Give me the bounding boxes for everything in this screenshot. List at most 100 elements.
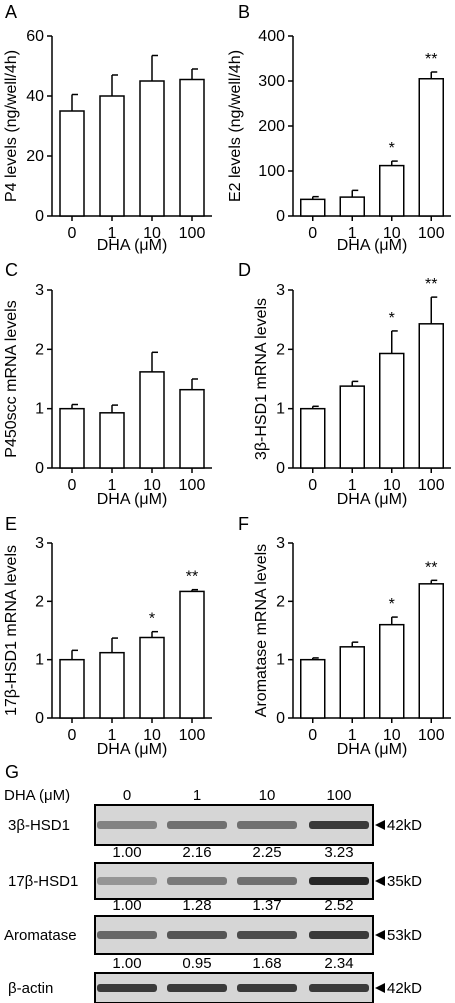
y-tick-label: 1 bbox=[35, 652, 44, 669]
x-axis-label: DHA (μM) bbox=[97, 491, 168, 508]
molecular-weight-label: 35kD bbox=[387, 873, 422, 890]
bar bbox=[300, 198, 326, 217]
bar bbox=[339, 646, 365, 719]
blot-band bbox=[309, 821, 369, 829]
panel-c: C 0 1 2 3 0 1 10 100 DHA (μM) P450scc mRNA levels bbox=[3, 260, 212, 508]
dose-label: 100 bbox=[326, 787, 351, 804]
band-ratio: 1.00 bbox=[112, 897, 141, 914]
panel-f: F 0 1 2 3 0 1 * 10 ** 100 DHA (μM) Aromatase mRNA le… bbox=[238, 514, 451, 758]
blot-band bbox=[167, 984, 227, 992]
band-ratio: 1.28 bbox=[182, 897, 211, 914]
y-tick-label: 100 bbox=[258, 163, 285, 180]
panel-letter: B bbox=[238, 2, 250, 22]
blot-band bbox=[237, 931, 297, 939]
band-ratio: 1.68 bbox=[252, 955, 281, 972]
band-ratio: 1.00 bbox=[112, 955, 141, 972]
x-axis-label: DHA (μM) bbox=[97, 237, 168, 254]
x-tick-label: 100 bbox=[179, 727, 206, 744]
significance-marker: ** bbox=[186, 569, 198, 586]
bar bbox=[139, 80, 165, 217]
protein-label: Aromatase bbox=[4, 927, 77, 944]
bar bbox=[339, 196, 365, 217]
band-ratio: 0.95 bbox=[182, 955, 211, 972]
panel-g-blot: G DHA (μM) 0 1 10 100 3β-HSD1 42kD 17β-HSD1 35kD A… bbox=[4, 762, 422, 1003]
bar bbox=[339, 385, 365, 469]
panel-letter: F bbox=[238, 514, 249, 534]
band-ratio: 1.37 bbox=[252, 897, 281, 914]
bar bbox=[418, 323, 444, 469]
significance-marker: * bbox=[389, 310, 395, 327]
band-ratio: 2.34 bbox=[324, 955, 353, 972]
y-tick-label: 300 bbox=[258, 73, 285, 90]
x-tick-label: 10 bbox=[383, 727, 401, 744]
blot-band bbox=[167, 931, 227, 939]
panel-d: D 0 1 2 3 0 1 * 10 ** 100 DHA (μM) 3β-HSD1 mRNA leve… bbox=[238, 260, 451, 508]
y-tick-label: 2 bbox=[276, 593, 285, 610]
y-tick-label: 200 bbox=[258, 118, 285, 135]
x-axis-label: DHA (μM) bbox=[337, 237, 408, 254]
y-axis-label: P450scc mRNA levels bbox=[3, 300, 20, 457]
y-tick-label: 3 bbox=[276, 535, 285, 552]
band-ratio: 3.23 bbox=[324, 844, 353, 861]
blot-row: β-actin 42kD bbox=[8, 972, 422, 1003]
significance-marker: ** bbox=[425, 559, 437, 576]
x-tick-label: 100 bbox=[179, 477, 206, 494]
x-tick-label: 1 bbox=[108, 225, 117, 242]
blot-row: Aromatase 53kD bbox=[4, 915, 422, 955]
dha-header-label: DHA (μM) bbox=[4, 787, 70, 804]
blot-band bbox=[167, 877, 227, 885]
x-tick-label: 10 bbox=[383, 477, 401, 494]
bar bbox=[379, 352, 405, 469]
y-tick-label: 20 bbox=[26, 148, 44, 165]
blot-band bbox=[97, 877, 157, 885]
y-axis-label: E2 levels (ng/well/4h) bbox=[227, 50, 244, 202]
panel-letter: G bbox=[5, 762, 19, 782]
y-tick-label: 60 bbox=[26, 28, 44, 45]
bar bbox=[99, 95, 125, 217]
y-tick-label: 1 bbox=[276, 401, 285, 418]
blot-band bbox=[97, 984, 157, 992]
blot-band bbox=[237, 984, 297, 992]
blot-band bbox=[237, 821, 297, 829]
x-tick-label: 0 bbox=[68, 225, 77, 242]
dose-label: 0 bbox=[123, 787, 131, 804]
x-tick-label: 10 bbox=[143, 477, 161, 494]
x-tick-label: 1 bbox=[348, 477, 357, 494]
x-tick-label: 0 bbox=[308, 225, 317, 242]
x-axis-label: DHA (μM) bbox=[337, 491, 408, 508]
molecular-weight-label: 53kD bbox=[387, 927, 422, 944]
y-axis-label: P4 levels (ng/well/4h) bbox=[3, 50, 20, 202]
bar bbox=[139, 371, 165, 469]
y-axis-label: 3β-HSD1 mRNA levels bbox=[253, 298, 270, 460]
y-tick-label: 1 bbox=[276, 652, 285, 669]
bar bbox=[379, 164, 405, 217]
x-tick-label: 10 bbox=[383, 225, 401, 242]
band-ratio: 2.16 bbox=[182, 844, 211, 861]
y-axis-label: 17β-HSD1 mRNA levels bbox=[3, 545, 20, 716]
x-axis-label: DHA (μM) bbox=[337, 741, 408, 758]
y-tick-label: 400 bbox=[258, 28, 285, 45]
blot-band bbox=[309, 877, 369, 885]
x-tick-label: 0 bbox=[68, 477, 77, 494]
molecular-weight-label: 42kD bbox=[387, 980, 422, 997]
band-ratio: 2.52 bbox=[324, 897, 353, 914]
bar bbox=[59, 110, 85, 217]
significance-marker: ** bbox=[425, 51, 437, 68]
bar bbox=[139, 636, 165, 719]
panel-letter: D bbox=[238, 260, 251, 280]
bar bbox=[59, 658, 85, 719]
protein-label: β-actin bbox=[8, 980, 53, 997]
significance-marker: * bbox=[149, 611, 155, 628]
blot-band bbox=[309, 984, 369, 992]
panel-e: E 0 1 2 3 0 1 * 10 ** 100 DHA (μM) 17β-HSD1 mRNA lev… bbox=[3, 514, 212, 758]
y-tick-label: 3 bbox=[276, 282, 285, 299]
y-tick-label: 2 bbox=[35, 341, 44, 358]
y-tick-label: 0 bbox=[276, 460, 285, 477]
bar bbox=[418, 583, 444, 719]
blot-band bbox=[97, 821, 157, 829]
panel-letter: A bbox=[5, 2, 17, 22]
bar bbox=[179, 590, 205, 719]
x-tick-label: 100 bbox=[418, 225, 445, 242]
x-tick-label: 1 bbox=[348, 225, 357, 242]
blot-band bbox=[309, 931, 369, 939]
